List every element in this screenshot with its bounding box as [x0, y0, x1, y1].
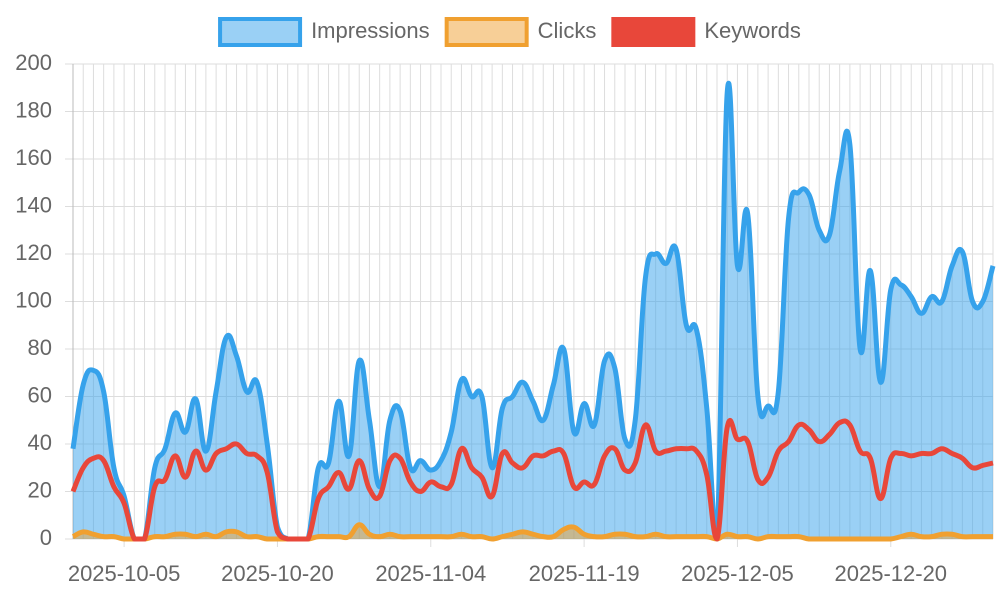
- series-line: [70, 417, 994, 542]
- legend-label: Impressions: [311, 18, 430, 43]
- y-tick-label: 20: [28, 477, 52, 502]
- x-tick-label: 2025-12-20: [835, 561, 948, 586]
- series-line: [70, 80, 996, 542]
- legend-label: Keywords: [704, 18, 801, 43]
- y-tick-label: 200: [15, 50, 52, 75]
- y-tick-label: 80: [28, 335, 52, 360]
- x-tick-label: 2025-10-05: [68, 561, 181, 586]
- x-tick-label: 2025-10-20: [221, 561, 334, 586]
- legend-swatch: [218, 17, 303, 47]
- y-tick-label: 100: [15, 287, 52, 312]
- x-tick-label: 2025-11-04: [375, 561, 486, 586]
- y-tick-label: 120: [15, 240, 52, 265]
- legend-swatch: [611, 17, 696, 47]
- y-tick-label: 60: [28, 382, 52, 407]
- y-tick-label: 140: [15, 192, 52, 217]
- legend-item: Keywords: [611, 17, 801, 47]
- y-tick-label: 0: [40, 525, 52, 550]
- legend-item: Impressions: [218, 17, 430, 47]
- legend-item: Clicks: [444, 17, 597, 47]
- y-tick-label: 180: [15, 97, 52, 122]
- x-tick-label: 2025-12-05: [681, 561, 794, 586]
- x-tick-label: 2025-11-19: [529, 561, 640, 586]
- legend-label: Clicks: [538, 18, 597, 43]
- legend-swatch: [444, 17, 529, 47]
- area-fill: [73, 83, 993, 540]
- y-tick-label: 40: [28, 430, 52, 455]
- series-line: [71, 522, 993, 542]
- y-tick-label: 160: [15, 145, 52, 170]
